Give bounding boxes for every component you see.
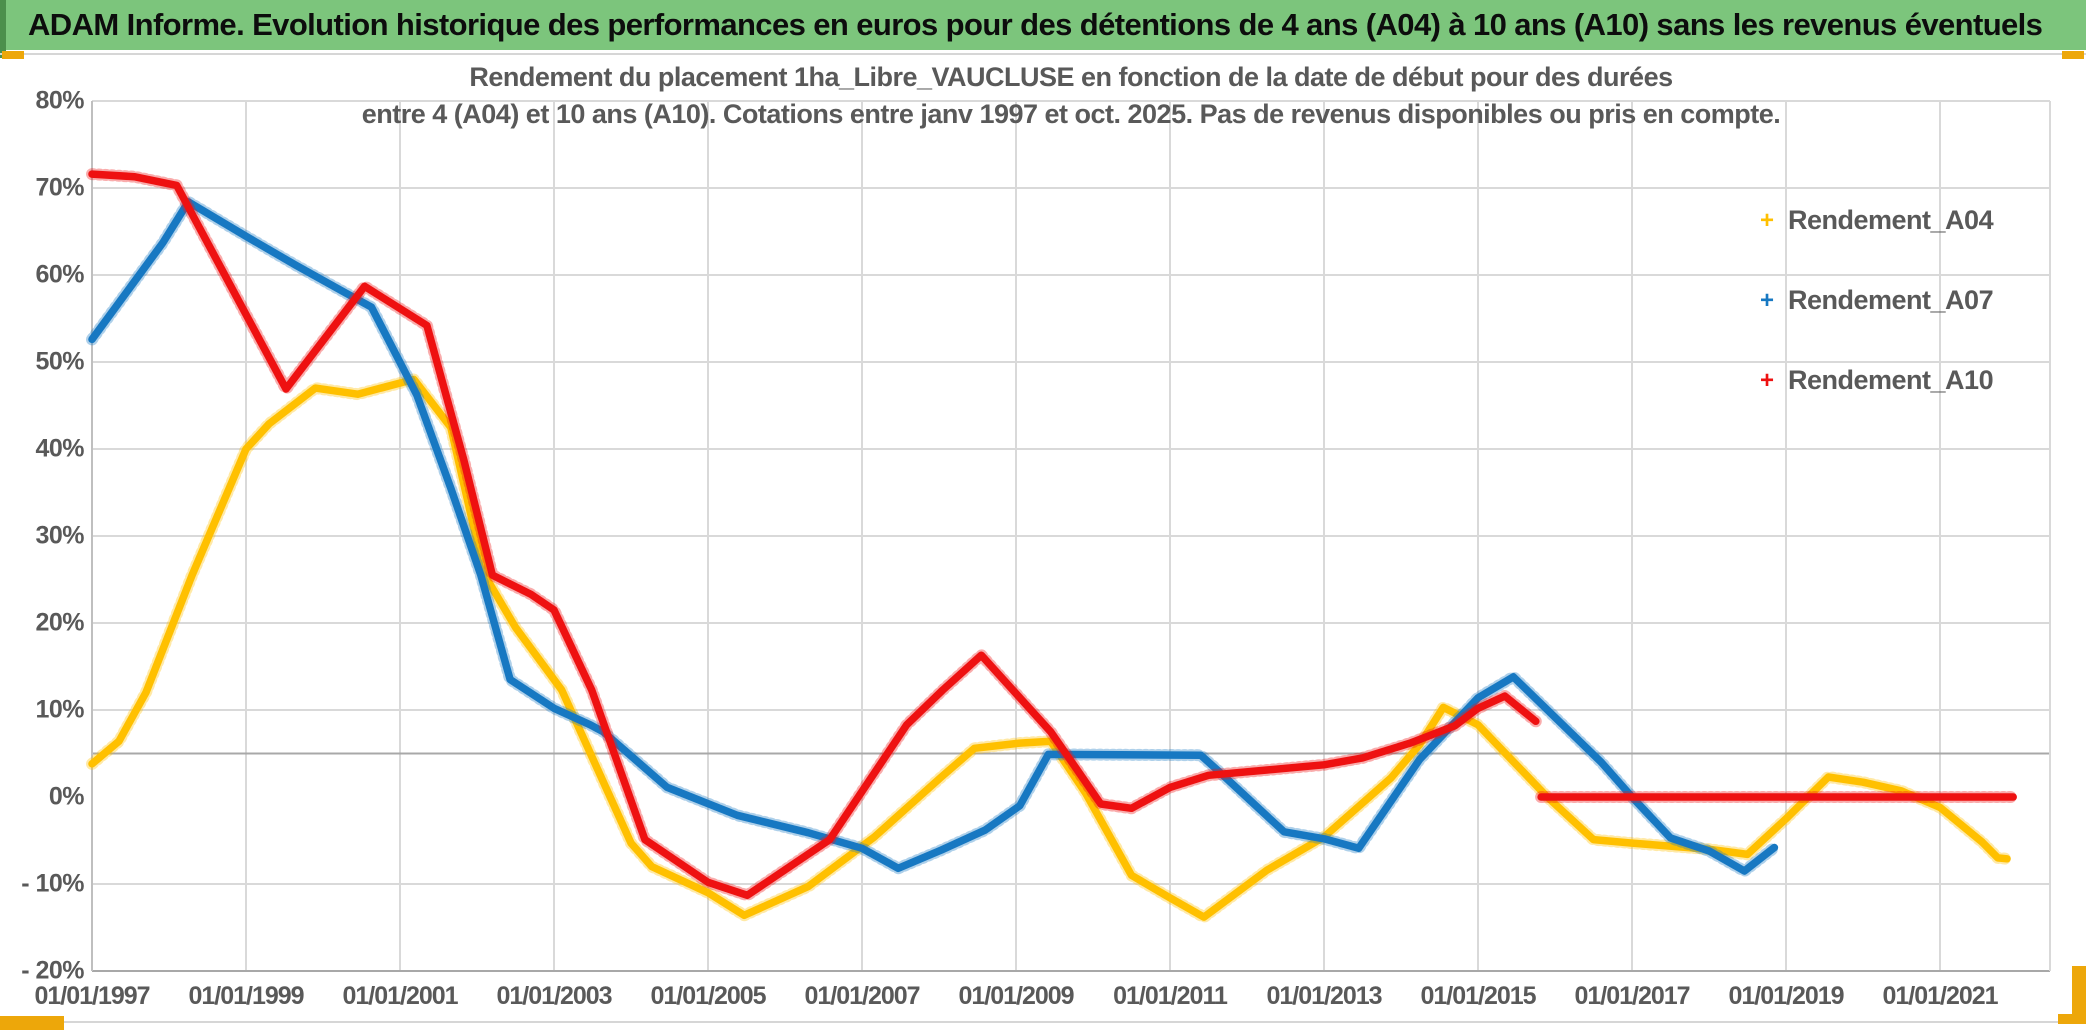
legend-label: Rendement_A04 (1788, 205, 1994, 235)
y-axis-label: 0% (48, 782, 85, 811)
corner-accent-top-left (2, 51, 24, 59)
legend-item-Rendement_A04[interactable]: + Rendement_A04 (1760, 205, 1994, 236)
x-axis-label: 01/01/2019 (1728, 982, 1844, 1010)
x-axis-label: 01/01/2021 (1882, 982, 1998, 1010)
y-axis-label: 70% (35, 173, 84, 202)
chart-title-line2: entre 4 (A04) et 10 ans (A10). Cotations… (361, 99, 1781, 129)
report-title: ADAM Informe. Evolution historique des p… (28, 7, 2043, 42)
x-axis-label: 01/01/2017 (1574, 982, 1690, 1010)
y-axis-label: 30% (35, 521, 84, 550)
x-axis-label: 01/01/1999 (188, 982, 304, 1010)
corner-accent-bottom-right-horizontal (2058, 1014, 2086, 1024)
x-axis-label: 01/01/2009 (958, 982, 1074, 1010)
corner-accent-top-right (2062, 51, 2084, 59)
legend-label: Rendement_A10 (1788, 365, 1994, 395)
x-axis-label: 01/01/2003 (496, 982, 612, 1010)
corner-accent-bottom-right-vertical (2072, 966, 2086, 1022)
report-title-bar: ADAM Informe. Evolution historique des p… (0, 0, 2086, 50)
legend-marker-icon: + (1760, 206, 1775, 234)
bottom-divider (0, 1021, 2086, 1023)
series-Rendement_A04-fuzz (86, 373, 2013, 924)
series-Rendement_A07-main (88, 198, 1779, 875)
x-axis-label: 01/01/2011 (1113, 982, 1228, 1010)
legend-marker-icon: + (1760, 286, 1775, 314)
y-axis-label: 50% (35, 347, 84, 376)
y-axis-label: 10% (35, 695, 84, 724)
legend-marker-icon: + (1760, 366, 1775, 394)
x-axis-label: 01/01/2005 (650, 982, 766, 1010)
corner-accent-bottom-left (0, 1016, 64, 1030)
y-axis-label: 40% (35, 434, 84, 463)
title-edge-strip (0, 0, 6, 58)
x-axis-label: 01/01/2013 (1266, 982, 1382, 1010)
x-axis-label: 01/01/2001 (342, 982, 458, 1010)
series-Rendement_A10-main (88, 170, 1540, 900)
x-axis-label: 01/01/2007 (804, 982, 920, 1010)
y-axis-label: - 10% (21, 869, 84, 898)
top-divider (0, 53, 2086, 55)
y-axis-label: 20% (35, 608, 84, 637)
legend-item-Rendement_A07[interactable]: + Rendement_A07 (1760, 285, 1994, 316)
legend-label: Rendement_A07 (1788, 285, 1994, 315)
legend-item-Rendement_A10[interactable]: + Rendement_A10 (1760, 365, 1994, 396)
x-axis-label: 01/01/2015 (1420, 982, 1536, 1010)
chart-title-line1: Rendement du placement 1ha_Libre_VAUCLUS… (469, 62, 1673, 92)
series-Rendement_A10-fuzz (86, 168, 1542, 902)
y-axis-label: 60% (35, 260, 84, 289)
y-axis-label: 80% (35, 86, 84, 115)
y-axis-label: - 20% (21, 956, 84, 985)
series-Rendement_A04-main (88, 375, 2011, 921)
x-axis-label: 01/01/1997 (34, 982, 150, 1010)
